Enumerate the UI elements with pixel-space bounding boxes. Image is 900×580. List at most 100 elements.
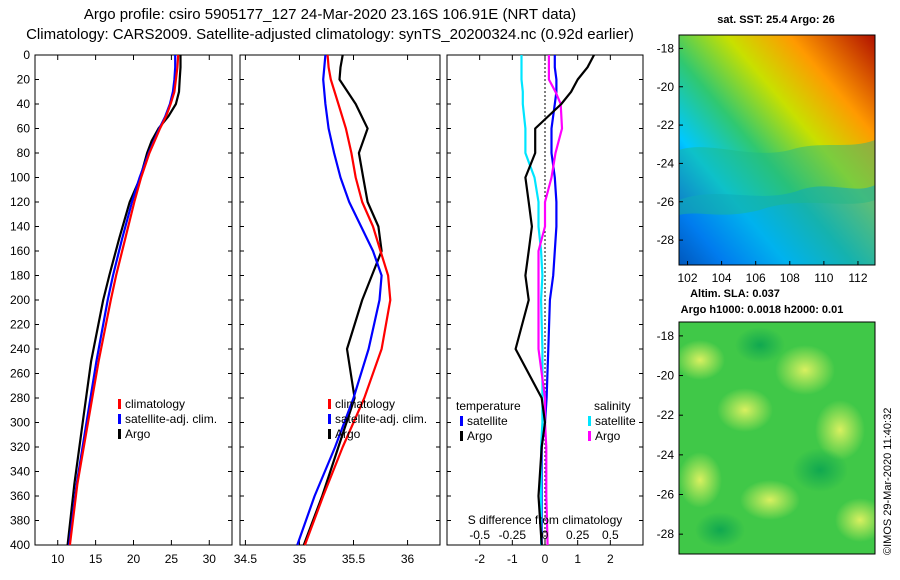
map-lon-label: 108 (780, 271, 800, 285)
x-tick-label: 25 (165, 552, 179, 566)
legend-label: Argo (467, 429, 493, 443)
legend-swatch (118, 414, 121, 424)
depth-tick-label: 120 (10, 195, 30, 209)
sla-blobs (679, 327, 875, 548)
x-tick-label: 35 (293, 552, 307, 566)
x-tick-label: 36 (401, 552, 415, 566)
legend-label: satellite-adj. clim. (335, 412, 427, 426)
legend-label: Argo (595, 429, 621, 443)
x-tick-label: 2 (607, 552, 614, 566)
depth-tick-label: 20 (17, 73, 31, 87)
series-line-climatology (68, 54, 180, 546)
map-lat-label: -18 (657, 41, 675, 55)
imos-credit: ©IMOS 29-Mar-2020 11:40:32 (882, 407, 894, 555)
map-lat-label: -28 (657, 527, 675, 541)
depth-tick-label: 100 (10, 171, 30, 185)
depth-tick-label: 400 (10, 538, 30, 552)
depth-tick-label: 160 (10, 244, 30, 258)
legend-label: satellite-adj. clim. (125, 412, 217, 426)
legend-swatch (328, 429, 331, 439)
legend-label: climatology (125, 397, 185, 411)
map-lon-label: 104 (712, 271, 732, 285)
map-lat-label: -22 (657, 408, 675, 422)
legend-swatch (460, 431, 463, 441)
legend-label: satellite (467, 414, 508, 428)
series-line-salinity-satellite (520, 55, 544, 545)
x-tick-label: 1 (574, 552, 581, 566)
series-line-temperature-argo (514, 54, 595, 546)
sst-mid-region (679, 140, 875, 215)
x-tick-label: -1 (507, 552, 518, 566)
legend-label: Argo (335, 427, 361, 441)
legend-swatch (328, 414, 331, 424)
depth-tick-label: 380 (10, 514, 30, 528)
legend-swatch (118, 429, 121, 439)
legend-swatch (328, 399, 331, 409)
series-line-argo (66, 55, 182, 546)
series-line-climatology (303, 54, 392, 546)
legend-label: Argo (125, 427, 151, 441)
figure-title-line1: Argo profile: csiro 5905177_127 24-Mar-2… (83, 6, 577, 23)
x-tick-label: 15 (89, 552, 103, 566)
sst-map-title: sat. SST: 25.4 Argo: 26 (717, 14, 835, 26)
depth-tick-label: 200 (10, 293, 30, 307)
depth-tick-label: 360 (10, 489, 30, 503)
x-tick-label: 34.5 (234, 552, 258, 566)
depth-tick-label: 40 (17, 97, 31, 111)
depth-tick-label: 140 (10, 220, 30, 234)
legend-swatch (118, 399, 121, 409)
map-lon-label: 112 (848, 271, 867, 285)
sst-map-frame (678, 34, 876, 266)
sst-map: sat. SST: 25.4 Argo: 26 -18 -20 -22 -24 -26 -… (657, 14, 876, 285)
map-lat-label: -28 (657, 233, 675, 247)
depth-tick-label: 80 (17, 146, 31, 160)
depth-tick-label: 240 (10, 342, 30, 356)
depth-tick-label: 340 (10, 465, 30, 479)
secondary-tick-label: 0.25 (566, 528, 590, 542)
map-lon-label: 106 (746, 271, 766, 285)
map-lat-label: -26 (657, 195, 675, 209)
secondary-tick-label: -0.5 (469, 528, 490, 542)
series-line-temperature-satellite (540, 55, 558, 545)
depth-tick-label: 180 (10, 269, 30, 283)
x-tick-label: 10 (51, 552, 65, 566)
legend-label: satellite (595, 414, 636, 428)
map-lon-label: 110 (814, 271, 833, 285)
depth-tick-label: 280 (10, 391, 30, 405)
map-lat-label: -24 (657, 156, 675, 170)
map-lat-label: -20 (657, 369, 675, 383)
depth-tick-label: 0 (23, 48, 30, 62)
x-tick-label: 35.5 (342, 552, 366, 566)
series-line-argo (302, 54, 383, 546)
x-tick-label: 20 (127, 552, 141, 566)
legend-swatch (588, 431, 591, 441)
sst-cool-region (679, 185, 875, 265)
plot-frame (239, 54, 441, 546)
sla-map-title2: Argo h1000: 0.0018 h2000: 0.01 (681, 304, 844, 316)
legend-swatch (588, 416, 591, 426)
x-tick-label: -2 (474, 552, 485, 566)
depth-tick-label: 260 (10, 367, 30, 381)
legend-label: climatology (335, 397, 395, 411)
map-lat-label: -18 (657, 329, 675, 343)
x-tick-label: 30 (203, 552, 217, 566)
depth-tick-label: 320 (10, 440, 30, 454)
panel-temperature: 0 20 40 60 80 100 120 140 160 180 200 220 240 260 280 3… (10, 48, 233, 566)
sla-map-frame (678, 321, 876, 555)
depth-tick-label: 220 (10, 318, 30, 332)
depth-tick-label: 60 (17, 122, 31, 136)
map-lat-label: -20 (657, 80, 675, 94)
depth-tick-label: 300 (10, 416, 30, 430)
legend-title-salinity: salinity (594, 399, 631, 413)
sla-map: Altim. SLA: 0.037 Argo h1000: 0.0018 h20… (657, 288, 876, 555)
secondary-axis-label: S difference from climatology (468, 513, 623, 527)
map-lat-label: -22 (657, 118, 675, 132)
secondary-tick-label: 0 (542, 528, 549, 542)
sla-map-title1: Altim. SLA: 0.037 (690, 288, 780, 300)
map-lon-label: 102 (678, 271, 698, 285)
plot-frame (34, 54, 233, 546)
figure-title-line2: Climatology: CARS2009. Satellite-adjuste… (26, 26, 634, 43)
